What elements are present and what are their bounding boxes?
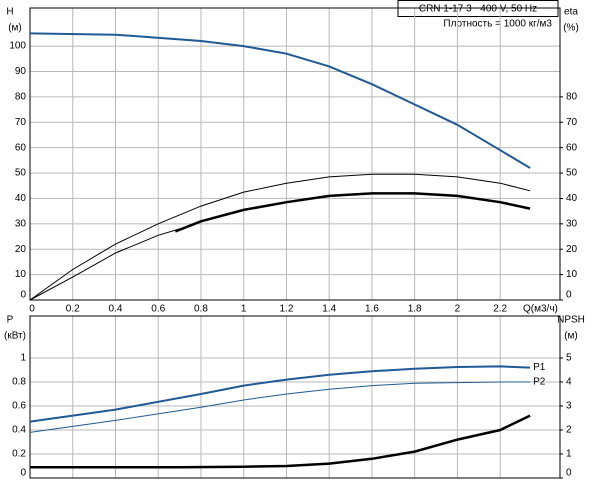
- x-tick-label: 2.2: [493, 304, 507, 315]
- y2-tick-label: 40: [566, 193, 578, 204]
- y2-tick-label: 5: [566, 353, 572, 364]
- y2-axis-label: (%): [563, 23, 579, 34]
- y2-tick-label: 30: [566, 218, 578, 229]
- y2-axis-label: NPSH: [557, 315, 585, 326]
- y2-tick-label: 60: [566, 142, 578, 153]
- y-tick-label: 0.6: [12, 401, 26, 412]
- y-tick-label: 20: [15, 244, 27, 255]
- y-tick-label: 50: [15, 168, 27, 179]
- x-tick-label: 1: [241, 304, 247, 315]
- y2-tick-label: 10: [566, 269, 578, 280]
- x-tick-label: 0.8: [194, 304, 208, 315]
- y2-tick-label: 50: [566, 168, 578, 179]
- plot-frame: [29, 315, 561, 479]
- y-axis-label: (м): [8, 23, 22, 34]
- curve: [29, 228, 180, 301]
- y2-tick-label: 0: [566, 468, 572, 479]
- x-tick-label: 0: [29, 304, 35, 315]
- x-tick-label: 1.6: [365, 304, 379, 315]
- y-tick-label: 10: [15, 269, 27, 280]
- x-tick-label: 1.2: [279, 304, 293, 315]
- y-tick-label: 0.2: [12, 449, 26, 460]
- curve: [174, 192, 531, 233]
- y2-axis-label: eta: [564, 7, 578, 18]
- y-axis-label: P: [7, 315, 14, 326]
- x-tick-label: 0.4: [109, 304, 123, 315]
- y2-tick-label: 2: [566, 425, 572, 436]
- panel: 0.2 0.4 0.6 0.8 1 1.2 1.4 1.6 1.8 2 2.200102030405…: [6, 7, 578, 315]
- y-tick-label: 0: [20, 290, 26, 301]
- y-tick-label: 60: [15, 142, 27, 153]
- y-tick-label: 1: [20, 353, 26, 364]
- density-note: Плотность = 1000 кг/м3: [443, 19, 552, 30]
- curve-label: P1: [533, 362, 546, 373]
- x-tick-label: 2: [455, 304, 461, 315]
- y-tick-label: 80: [15, 92, 27, 103]
- y2-tick-label: 20: [566, 244, 578, 255]
- y-tick-label: 0.8: [12, 377, 26, 388]
- y-tick-label: 70: [15, 117, 27, 128]
- x-tick-label: 0.6: [151, 304, 165, 315]
- panel: 0 0.2 0.4 0.6 0.8 1 0 1 2 3 4 5 P (кВт) NPSH (м) P1 P2: [4, 315, 585, 479]
- y-tick-label: 40: [15, 193, 27, 204]
- y-tick-label: 30: [15, 218, 27, 229]
- curve-label: P2: [533, 377, 546, 388]
- y-axis-label: H: [6, 7, 13, 18]
- y2-tick-label: 4: [566, 377, 572, 388]
- y-axis-label: (кВт): [4, 331, 26, 342]
- y2-tick-label: 80: [566, 92, 578, 103]
- x-axis-label: Q(м3/ч): [523, 304, 558, 315]
- y2-tick-label: 3: [566, 401, 572, 412]
- y2-tick-label: 70: [566, 117, 578, 128]
- x-tick-label: 0.2: [66, 304, 80, 315]
- curve: [29, 365, 531, 423]
- y-tick-label: 0.4: [12, 425, 26, 436]
- y-tick-label: 90: [15, 66, 27, 77]
- curve: [30, 414, 531, 469]
- y-tick-label: 100: [9, 41, 26, 52]
- x-tick-label: 1.8: [408, 304, 422, 315]
- curve: [29, 381, 531, 433]
- curve: [29, 173, 531, 301]
- header: CRN 1-17 3~ 400 V, 50 Hz: [419, 4, 537, 15]
- x-tick-label: 1.4: [322, 304, 336, 315]
- y2-tick-label: 1: [566, 449, 572, 460]
- y2-tick-label: 0: [566, 290, 572, 301]
- y2-axis-label: (м): [564, 331, 578, 342]
- curve: [29, 32, 531, 169]
- y-tick-label: 0: [20, 468, 26, 479]
- plot-frame: [29, 7, 561, 301]
